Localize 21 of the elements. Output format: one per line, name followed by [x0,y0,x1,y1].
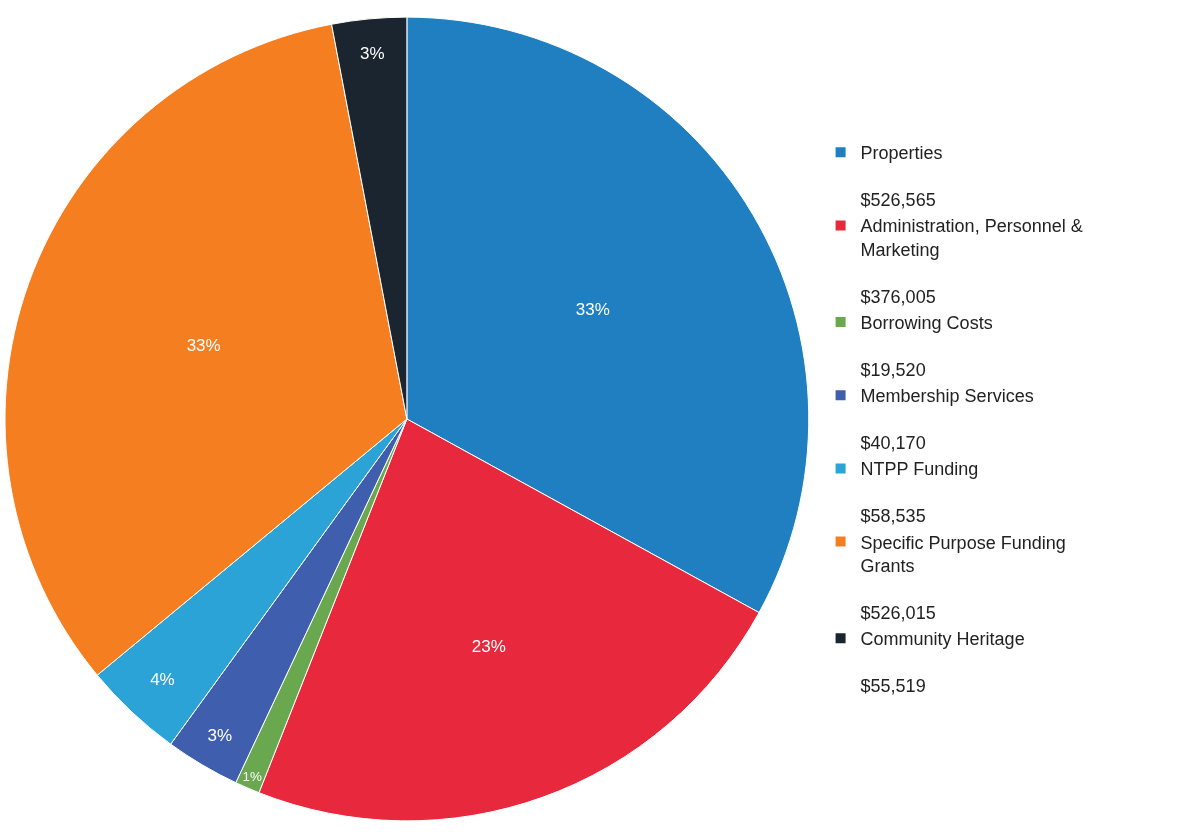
text: $58,535 [860,506,926,527]
text: $526,015 [860,602,936,623]
text: $526,565 [860,190,936,211]
data-label: 33% [575,299,610,319]
text: $376,005 [860,286,936,307]
text: $40,170 [860,433,926,454]
legend-label: Specific Purpose Funding Grants [860,532,1066,577]
data-label: 3% [207,725,233,745]
data-label: 1% [242,768,262,784]
data-label: 4% [150,669,175,689]
legend-label: Community Heritage [860,629,1025,650]
text: $55,519 [860,676,926,697]
legend-label: Membership Services [860,386,1034,407]
data-label: 33% [186,336,221,356]
text: $19,520 [860,359,926,380]
legend-label: NTPP Funding [860,459,979,480]
legend-label: Borrowing Costs [860,313,993,334]
legend-label: Administration, Personnel & Marketing [860,216,1083,260]
legend-label: Properties [860,143,943,164]
data-label: 23% [471,637,506,657]
data-label: 3% [360,43,385,63]
